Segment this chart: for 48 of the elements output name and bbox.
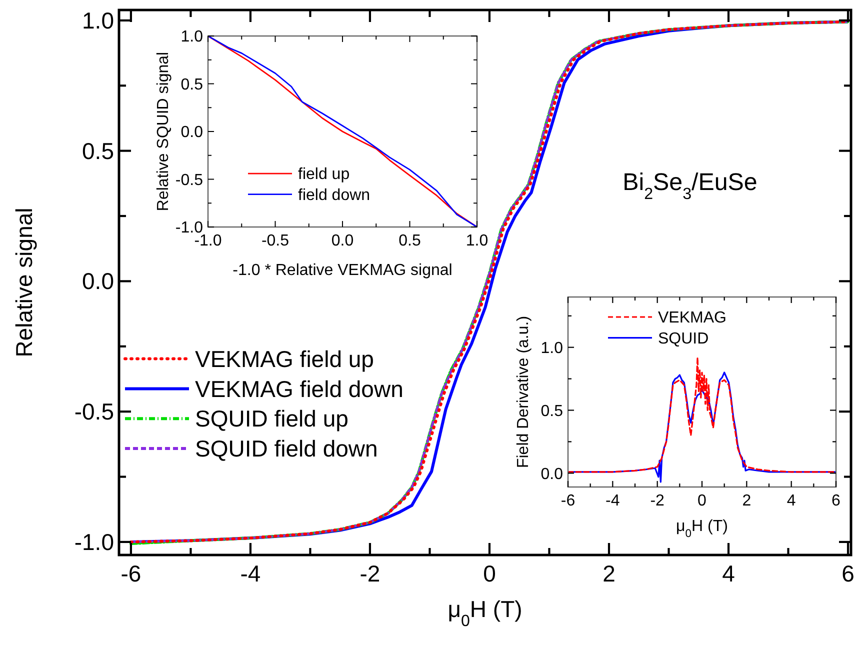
y-tick-label: 0.5 xyxy=(540,402,564,420)
x-tick-label: 2 xyxy=(742,492,752,510)
x-tick-label: -2 xyxy=(650,492,665,510)
x-tick-label: -6 xyxy=(120,560,142,586)
y-tick-label: 1.0 xyxy=(180,28,204,46)
y-tick-label: 0.0 xyxy=(82,268,114,294)
line-series xyxy=(208,36,477,227)
x-axis-title: μ$_{0}$H (T) xyxy=(676,518,728,540)
legend-label: VEKMAG xyxy=(658,310,726,327)
y-tick-label: 1.0 xyxy=(540,340,564,357)
y-axis-title: Relative signal xyxy=(11,208,37,358)
x-tick-label: 0 xyxy=(698,492,707,510)
x-tick-label: 0.5 xyxy=(398,232,421,250)
y-axis-title: Field Derivative (a.u.) xyxy=(515,316,532,468)
y-tick-label: 0.0 xyxy=(540,466,564,483)
x-axis-title: -1.0 * Relative VEKMAG signal xyxy=(232,262,452,279)
x-tick-label: 6 xyxy=(842,560,854,586)
x-tick-label: 6 xyxy=(832,492,841,510)
x-tick-label: 0 xyxy=(483,560,496,586)
legend-label: field up xyxy=(298,166,350,184)
x-tick-label: 4 xyxy=(786,492,796,510)
x-tick-label: -4 xyxy=(606,492,620,510)
x-tick-label: 2 xyxy=(602,560,616,586)
legend-label: field down xyxy=(298,186,370,204)
y-axis-title: Relative SQUID signal xyxy=(155,52,172,212)
y-tick-label: -0.5 xyxy=(175,172,204,189)
annotation: Bi$_{2}$Se$_{3}$/EuSe xyxy=(622,168,758,203)
legend-label: VEKMAG field up xyxy=(195,346,374,372)
y-tick-label: 1.0 xyxy=(82,7,114,34)
y-tick-label: 0.5 xyxy=(82,138,114,164)
y-tick-label: 0.5 xyxy=(180,76,204,94)
legend-label: SQUID field down xyxy=(195,436,378,462)
y-tick-label: -1.0 xyxy=(74,529,114,556)
x-tick-label: 4 xyxy=(722,560,736,586)
x-axis-title: μ$_{0}$H (T) xyxy=(448,596,522,630)
x-tick-label: -0.5 xyxy=(261,232,290,250)
x-tick-label: 0.0 xyxy=(331,232,354,250)
line-series xyxy=(568,356,836,473)
x-tick-label: -1.0 xyxy=(194,232,222,250)
legend-label: SQUID field up xyxy=(195,406,348,432)
legend-label: SQUID xyxy=(658,330,709,348)
x-tick-label: -4 xyxy=(240,560,261,586)
y-tick-label: 0.0 xyxy=(180,124,204,142)
x-tick-label: 1.0 xyxy=(466,232,488,250)
x-tick-label: -2 xyxy=(360,560,380,586)
x-tick-label: -6 xyxy=(560,492,576,510)
y-tick-label: -0.5 xyxy=(74,398,114,425)
legend-label: VEKMAG field down xyxy=(195,376,404,402)
